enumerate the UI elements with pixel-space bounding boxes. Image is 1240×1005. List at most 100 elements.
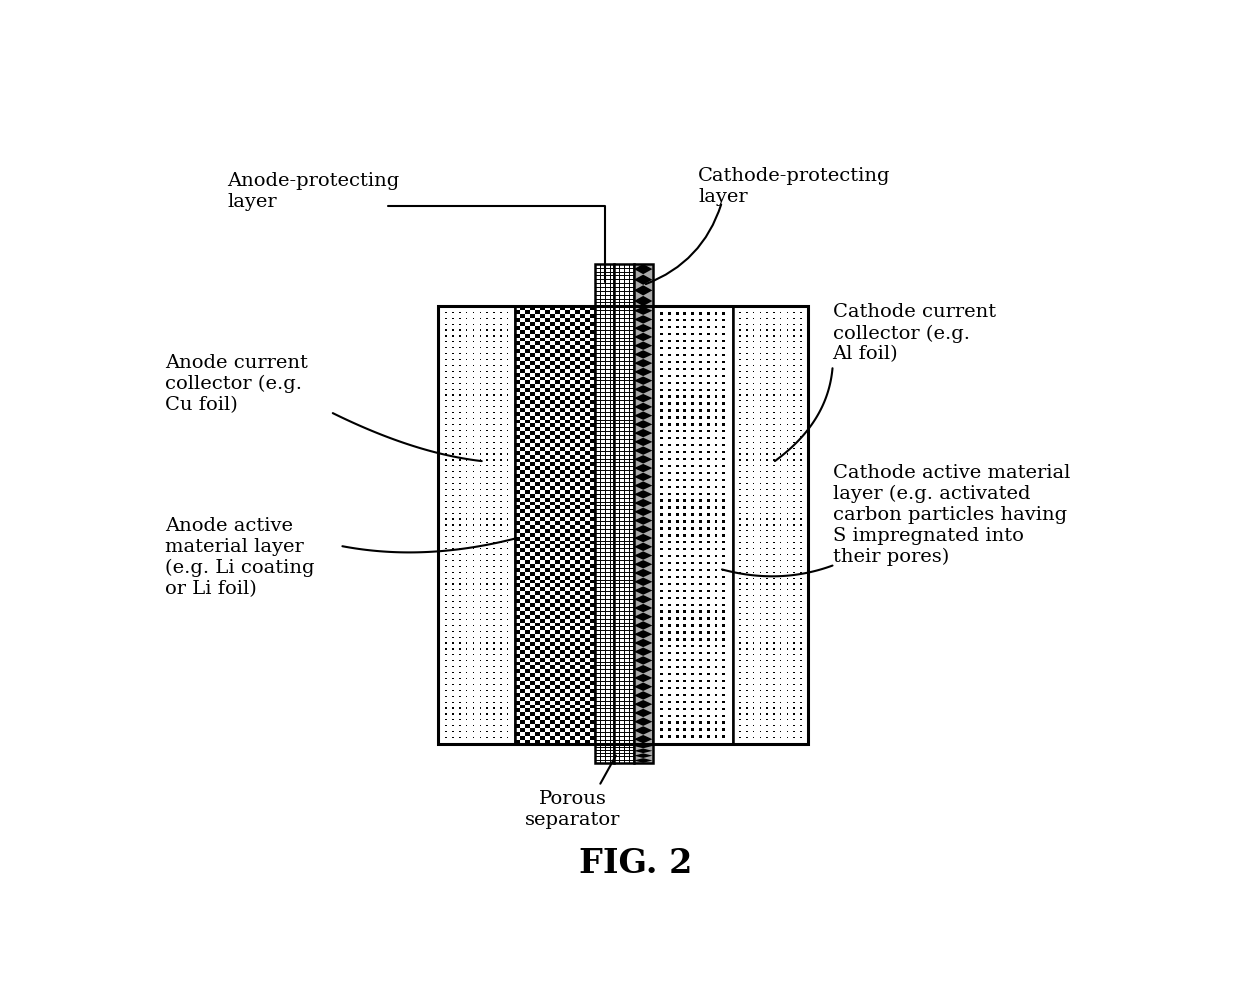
Bar <box>494 453 495 454</box>
Bar <box>774 566 775 567</box>
Bar <box>691 423 694 425</box>
Bar <box>739 412 740 413</box>
Bar <box>556 357 560 361</box>
Bar <box>445 683 446 685</box>
Bar <box>753 483 754 484</box>
Bar <box>760 678 761 679</box>
Bar <box>722 499 725 501</box>
Bar <box>500 465 501 466</box>
Bar <box>580 454 585 458</box>
Bar <box>516 521 521 525</box>
Bar <box>760 424 761 425</box>
Bar <box>774 714 775 715</box>
Bar <box>494 737 495 738</box>
Bar <box>570 384 575 388</box>
Bar <box>794 548 795 549</box>
Bar <box>556 474 560 478</box>
Bar <box>459 666 460 667</box>
Bar <box>786 726 789 727</box>
Bar <box>766 441 768 443</box>
Bar <box>453 488 454 490</box>
Bar <box>536 458 541 462</box>
Bar <box>699 458 702 460</box>
Bar <box>714 679 718 682</box>
Bar <box>521 501 526 506</box>
Bar <box>507 689 508 690</box>
Bar <box>453 595 454 596</box>
Bar <box>580 572 585 576</box>
Bar <box>516 466 521 470</box>
Bar <box>780 488 781 490</box>
Bar <box>714 340 718 343</box>
Bar <box>472 447 474 449</box>
Bar <box>746 560 748 561</box>
Bar <box>565 576 570 580</box>
Bar <box>800 477 801 478</box>
Bar <box>714 722 718 724</box>
Bar <box>739 488 740 490</box>
Bar <box>699 478 702 481</box>
Bar <box>486 654 487 655</box>
Bar <box>560 533 565 537</box>
Bar <box>536 419 541 423</box>
Bar <box>507 447 508 449</box>
Bar <box>565 350 570 353</box>
Bar <box>521 478 526 482</box>
Bar <box>556 599 560 603</box>
Bar <box>800 731 801 733</box>
Bar <box>585 654 590 657</box>
Bar <box>746 701 748 702</box>
Bar <box>507 731 508 733</box>
Bar <box>500 548 501 549</box>
Bar <box>774 607 775 608</box>
Bar <box>739 683 740 685</box>
Bar <box>500 383 501 384</box>
Bar <box>472 689 474 690</box>
Bar <box>585 553 590 556</box>
Bar <box>585 497 590 501</box>
Bar <box>536 451 541 454</box>
Bar <box>590 338 595 342</box>
Bar <box>699 430 702 432</box>
Bar <box>546 489 551 493</box>
Bar <box>507 359 508 360</box>
Bar <box>714 333 718 336</box>
Polygon shape <box>634 560 652 569</box>
Bar <box>766 654 768 655</box>
Bar <box>786 389 789 390</box>
Bar <box>459 412 460 413</box>
Bar <box>766 347 768 349</box>
Bar <box>494 383 495 384</box>
Bar <box>575 334 580 338</box>
Bar <box>516 560 521 564</box>
Bar <box>780 483 781 484</box>
Bar <box>546 646 551 650</box>
Bar <box>445 324 446 325</box>
Bar <box>691 700 694 702</box>
Bar <box>800 542 801 544</box>
Bar <box>560 580 565 584</box>
Bar <box>660 416 663 419</box>
Bar <box>774 631 775 632</box>
Bar <box>575 732 580 736</box>
Bar <box>500 441 501 443</box>
Bar <box>699 548 702 551</box>
Bar <box>774 447 775 449</box>
Bar <box>480 560 481 561</box>
Bar <box>774 418 775 419</box>
Bar <box>453 531 454 532</box>
Bar <box>800 465 801 466</box>
Bar <box>556 591 560 595</box>
Bar <box>459 737 460 738</box>
Bar <box>746 500 748 501</box>
Bar <box>794 500 795 501</box>
Bar <box>780 519 781 520</box>
Bar <box>565 365 570 369</box>
Bar <box>739 636 740 638</box>
Bar <box>575 700 580 705</box>
Bar <box>753 424 754 425</box>
Bar <box>585 326 590 330</box>
Bar <box>786 701 789 702</box>
Bar <box>590 330 595 334</box>
Bar <box>556 560 560 564</box>
